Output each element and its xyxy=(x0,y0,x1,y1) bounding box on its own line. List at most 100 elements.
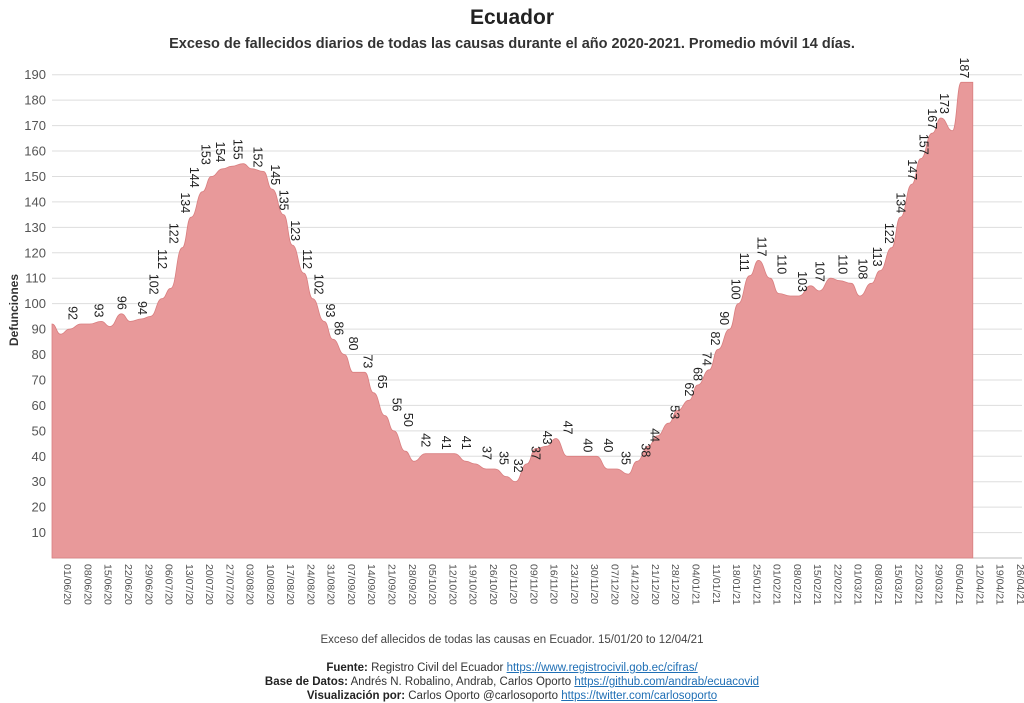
data-label: 144 xyxy=(187,167,201,188)
x-tick-label: 28/09/20 xyxy=(406,564,418,605)
data-label: 117 xyxy=(754,236,768,256)
chart-caption: Exceso def allecidos de todas las causas… xyxy=(320,634,704,646)
x-tick-label: 20/07/20 xyxy=(203,564,215,605)
data-label: 82 xyxy=(708,331,722,345)
data-label: 123 xyxy=(288,220,302,241)
data-label: 103 xyxy=(795,271,809,292)
x-tick-label: 06/07/20 xyxy=(163,564,175,605)
y-tick-label: 90 xyxy=(32,322,46,337)
x-tick-label: 26/04/21 xyxy=(1014,564,1024,605)
data-label: 100 xyxy=(728,279,742,300)
data-label: 145 xyxy=(268,164,282,185)
x-tick-label: 29/06/20 xyxy=(142,564,154,605)
data-label: 35 xyxy=(497,451,511,465)
y-tick-label: 130 xyxy=(24,220,46,235)
x-tick-label: 07/12/20 xyxy=(608,564,620,605)
y-tick-label: 60 xyxy=(32,398,46,413)
x-tick-label: 21/12/20 xyxy=(649,564,661,605)
credit-visualization-link[interactable]: https://twitter.com/carlosoporto xyxy=(561,690,718,702)
y-tick-label: 100 xyxy=(24,296,46,311)
x-tick-label: 03/08/20 xyxy=(244,564,256,605)
data-label: 94 xyxy=(135,301,149,315)
x-tick-label: 10/08/20 xyxy=(264,564,276,605)
x-tick-label: 05/04/21 xyxy=(953,564,965,605)
x-tick-label: 22/03/21 xyxy=(913,564,925,605)
y-tick-label: 40 xyxy=(32,449,46,464)
data-label: 110 xyxy=(775,254,789,274)
data-label: 93 xyxy=(91,303,105,317)
data-label: 65 xyxy=(375,375,389,389)
y-tick-label: 30 xyxy=(32,474,46,489)
data-label: 41 xyxy=(459,436,473,450)
x-tick-label: 29/03/21 xyxy=(933,564,945,605)
data-label: 187 xyxy=(957,57,971,78)
y-tick-label: 80 xyxy=(32,347,46,362)
y-axis-ticks: 10 20 30 40 50 60 70 80 90 100 110 120 130 140 150 160 1… xyxy=(24,67,46,540)
x-tick-label: 15/06/20 xyxy=(102,564,114,605)
credit-source: Fuente: Registro Civil del Ecuador https… xyxy=(0,662,1024,674)
data-label: 155 xyxy=(230,139,244,160)
data-label: 32 xyxy=(511,459,525,473)
x-tick-label: 15/02/21 xyxy=(811,564,823,605)
data-label: 42 xyxy=(419,433,433,447)
data-label: 53 xyxy=(668,405,682,419)
y-tick-label: 170 xyxy=(24,118,46,133)
credit-database-label: Base de Datos: xyxy=(264,676,348,688)
x-tick-label: 19/10/20 xyxy=(467,564,479,605)
data-label: 40 xyxy=(601,438,615,452)
y-tick-label: 50 xyxy=(32,423,46,438)
credit-visualization-label: Visualización por: xyxy=(306,690,406,702)
data-label: 38 xyxy=(639,443,653,457)
data-label: 73 xyxy=(361,354,375,368)
data-label: 173 xyxy=(937,93,951,114)
credit-database-link[interactable]: https://github.com/andrab/ecuacovid xyxy=(574,676,760,688)
x-tick-label: 02/11/20 xyxy=(507,564,519,604)
y-tick-label: 20 xyxy=(32,500,46,515)
credit-visualization: Visualización por: Carlos Oporto @carlos… xyxy=(0,690,1024,702)
x-tick-label: 28/12/20 xyxy=(669,564,681,605)
x-tick-label: 04/01/21 xyxy=(690,564,702,605)
credit-source-text: Registro Civil del Ecuador xyxy=(371,662,504,674)
y-tick-label: 70 xyxy=(32,372,46,387)
x-tick-label: 30/11/20 xyxy=(588,564,600,604)
x-tick-label: 14/09/20 xyxy=(365,564,377,605)
data-label: 40 xyxy=(581,438,595,452)
x-tick-label: 01/02/21 xyxy=(771,564,783,605)
y-tick-label: 140 xyxy=(24,194,46,209)
x-tick-label: 16/11/20 xyxy=(548,564,560,604)
data-label: 111 xyxy=(737,253,751,272)
x-tick-label: 18/01/21 xyxy=(730,564,742,605)
y-tick-label: 110 xyxy=(25,271,46,286)
x-tick-label: 08/03/21 xyxy=(872,564,884,605)
x-tick-label: 12/04/21 xyxy=(973,564,985,605)
x-tick-label: 19/04/21 xyxy=(994,564,1006,605)
data-label: 86 xyxy=(332,321,346,335)
data-label: 68 xyxy=(691,367,705,381)
y-tick-label: 180 xyxy=(24,93,46,108)
data-label: 157 xyxy=(917,134,931,155)
credit-database: Base de Datos: Andrés N. Robalino, Andra… xyxy=(0,676,1024,688)
credit-database-text: Andrés N. Robalino, Andrab, Carlos Oport… xyxy=(350,676,572,688)
data-label: 96 xyxy=(115,296,129,310)
data-label: 37 xyxy=(529,446,543,460)
data-label: 108 xyxy=(856,258,870,279)
data-label: 110 xyxy=(836,254,850,274)
data-label: 44 xyxy=(647,428,661,442)
x-tick-label: 11/01/21 xyxy=(710,564,722,604)
chart-title: Ecuador xyxy=(469,6,555,29)
data-label: 122 xyxy=(882,223,896,244)
x-tick-label: 31/08/20 xyxy=(325,564,337,605)
y-tick-label: 120 xyxy=(24,245,46,260)
data-label: 153 xyxy=(199,144,213,165)
data-label: 112 xyxy=(155,249,169,269)
data-label: 90 xyxy=(717,311,731,325)
y-tick-label: 150 xyxy=(24,169,46,184)
x-tick-label: 25/01/21 xyxy=(750,564,762,605)
data-label: 37 xyxy=(479,446,493,460)
credit-source-link[interactable]: https://www.registrocivil.gob.ec/cifras/ xyxy=(506,662,698,674)
y-tick-label: 190 xyxy=(24,67,46,82)
data-label: 154 xyxy=(213,141,227,162)
x-tick-label: 09/11/20 xyxy=(527,564,539,604)
x-tick-label: 15/03/21 xyxy=(892,564,904,605)
